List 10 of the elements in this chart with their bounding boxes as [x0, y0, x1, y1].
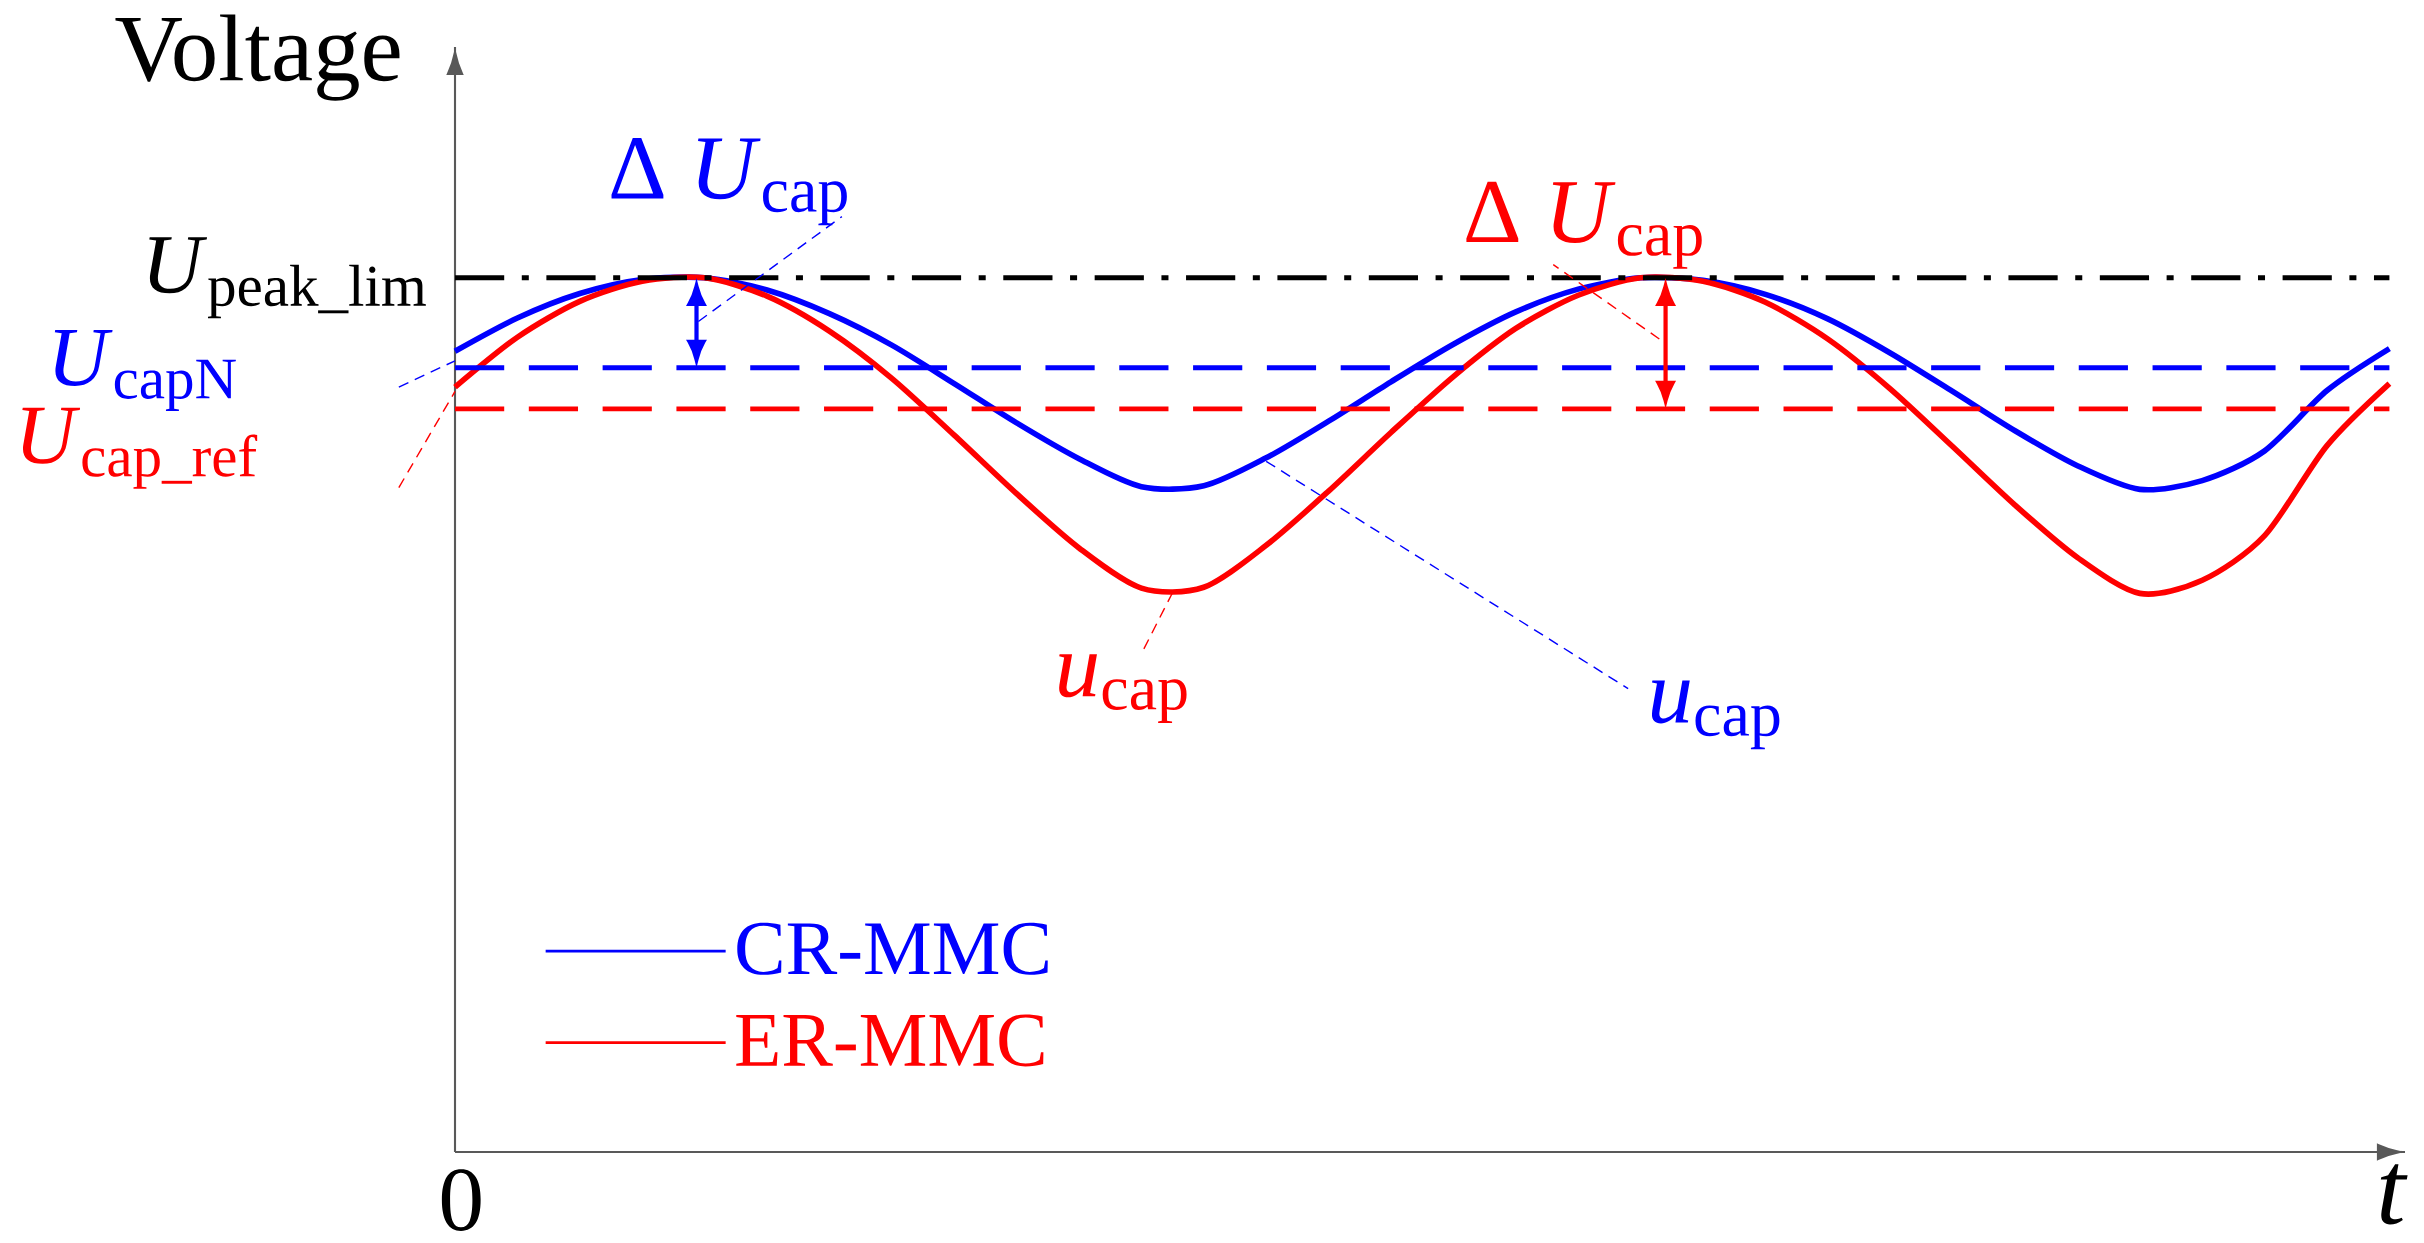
- y-axis-title: Voltage: [115, 14, 400, 101]
- text: Δ U$_{cap}$: [1466, 181, 1702, 270]
- ref-line-label: U$_{peak_lim}$: [149, 237, 426, 319]
- annotation: u$_{cap}$: [1651, 680, 1780, 750]
- legend-label: CR-MMC: [737, 923, 1048, 975]
- x-axis-title: t: [2380, 1164, 2408, 1225]
- text: Δ U$_{cap}$: [611, 138, 847, 226]
- text: 0: [441, 1169, 481, 1232]
- annotation: u$_{cap}$: [1059, 654, 1187, 724]
- legend-label: ER-MMC: [736, 1014, 1044, 1067]
